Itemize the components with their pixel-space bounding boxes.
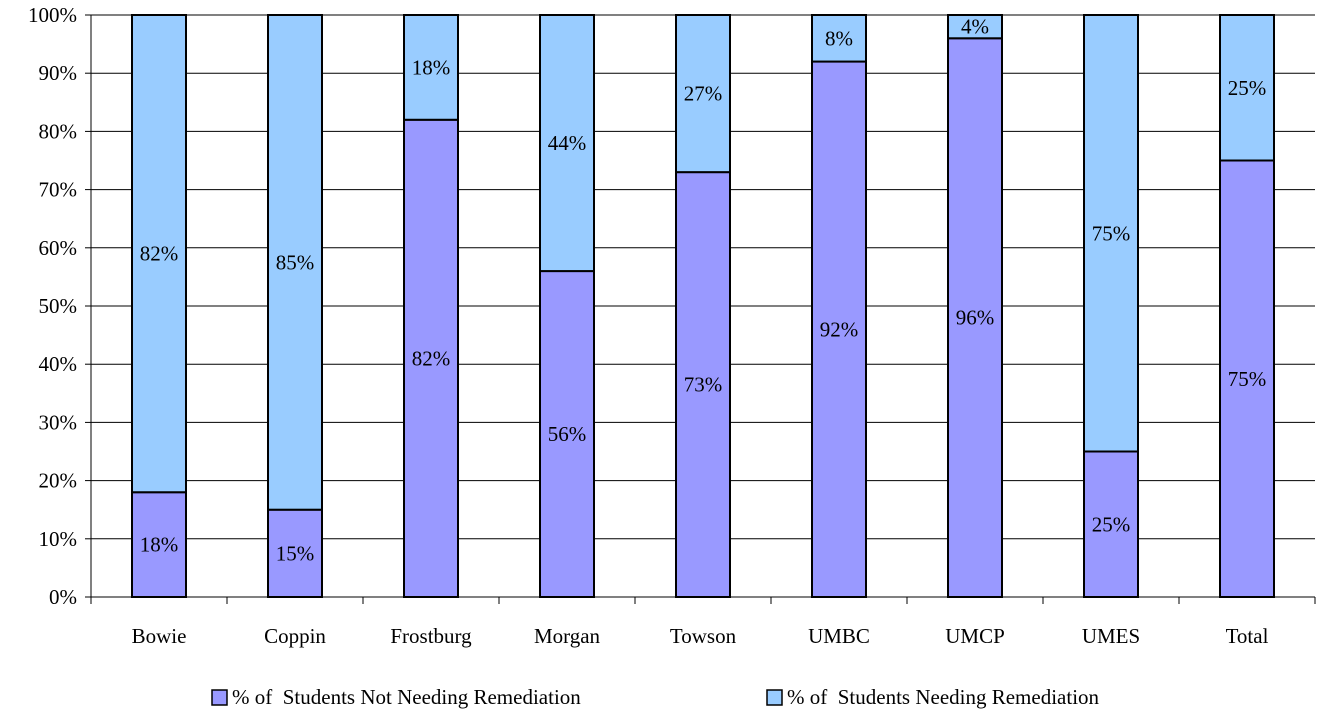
x-tick-label: Coppin — [264, 624, 326, 648]
x-tick-label: Towson — [670, 624, 737, 648]
y-tick-label: 90% — [39, 61, 78, 85]
bar-segment — [1083, 450, 1139, 598]
data-label: 73% — [684, 373, 723, 397]
bars — [131, 14, 1275, 599]
y-tick-label: 60% — [39, 236, 78, 260]
x-tick-label: Frostburg — [390, 624, 472, 648]
bar-segment — [267, 14, 323, 511]
data-label: 25% — [1228, 76, 1267, 100]
bar-segment — [1083, 14, 1139, 453]
x-tick-label: Bowie — [132, 624, 187, 648]
legend-label: % of Students Not Needing Remediation — [232, 685, 581, 709]
y-tick-label: 70% — [39, 178, 78, 202]
bar-segment — [539, 14, 595, 273]
legend: % of Students Not Needing Remediation % o… — [211, 685, 1100, 709]
data-label: 15% — [276, 541, 315, 565]
y-tick-label: 50% — [39, 294, 78, 318]
bar-segment — [403, 14, 459, 121]
y-tick-label: 100% — [28, 3, 77, 27]
data-label: 27% — [684, 82, 723, 106]
bar-segment — [539, 270, 595, 598]
legend-swatch — [211, 689, 228, 706]
bar-segment — [267, 508, 323, 599]
y-tick-label: 40% — [39, 352, 78, 376]
data-label: 8% — [825, 26, 853, 50]
x-tick-label: UMES — [1082, 624, 1140, 648]
bar-segment — [811, 14, 867, 63]
data-label: 92% — [820, 317, 859, 341]
bar-segment — [947, 14, 1003, 40]
data-label: 4% — [961, 15, 989, 39]
data-label: 75% — [1228, 367, 1267, 391]
x-tick-label: UMBC — [808, 624, 870, 648]
bar-segment — [1219, 159, 1275, 598]
data-label: 18% — [140, 533, 179, 557]
x-tick-label: Morgan — [534, 624, 601, 648]
data-label: 18% — [412, 55, 451, 79]
data-label: 96% — [956, 306, 995, 330]
bar-segment — [675, 171, 731, 598]
legend-label: % of Students Needing Remediation — [787, 685, 1100, 709]
data-label: 44% — [548, 131, 587, 155]
y-tick-label: 30% — [39, 410, 78, 434]
bar-segment — [403, 118, 459, 598]
x-tick-label: Total — [1226, 624, 1269, 648]
bar-segment — [811, 60, 867, 599]
legend-swatch — [766, 689, 783, 706]
bar-segment — [131, 14, 187, 494]
data-labels: 18% 82% 15% 85% 82% 18% 56% 44% 73% 27% 92% 8% 96% 4%… — [140, 15, 1267, 566]
y-tick-label: 80% — [39, 119, 78, 143]
axes: 0% 10% 20% 30% 40% 50% 60% 70% 80% 90% 100% Bowie Co… — [28, 3, 1316, 648]
bar-segment — [1219, 14, 1275, 162]
data-label: 82% — [140, 242, 179, 266]
y-tick-label: 10% — [39, 527, 78, 551]
data-label: 56% — [548, 422, 587, 446]
data-label: 85% — [276, 250, 315, 274]
x-tick-label: UMCP — [945, 624, 1005, 648]
data-label: 25% — [1092, 512, 1131, 536]
y-tick-label: 0% — [49, 585, 77, 609]
bar-segment — [675, 14, 731, 174]
data-label: 75% — [1092, 221, 1131, 245]
data-label: 82% — [412, 346, 451, 370]
y-tick-label: 20% — [39, 469, 78, 493]
bar-segment — [947, 37, 1003, 598]
